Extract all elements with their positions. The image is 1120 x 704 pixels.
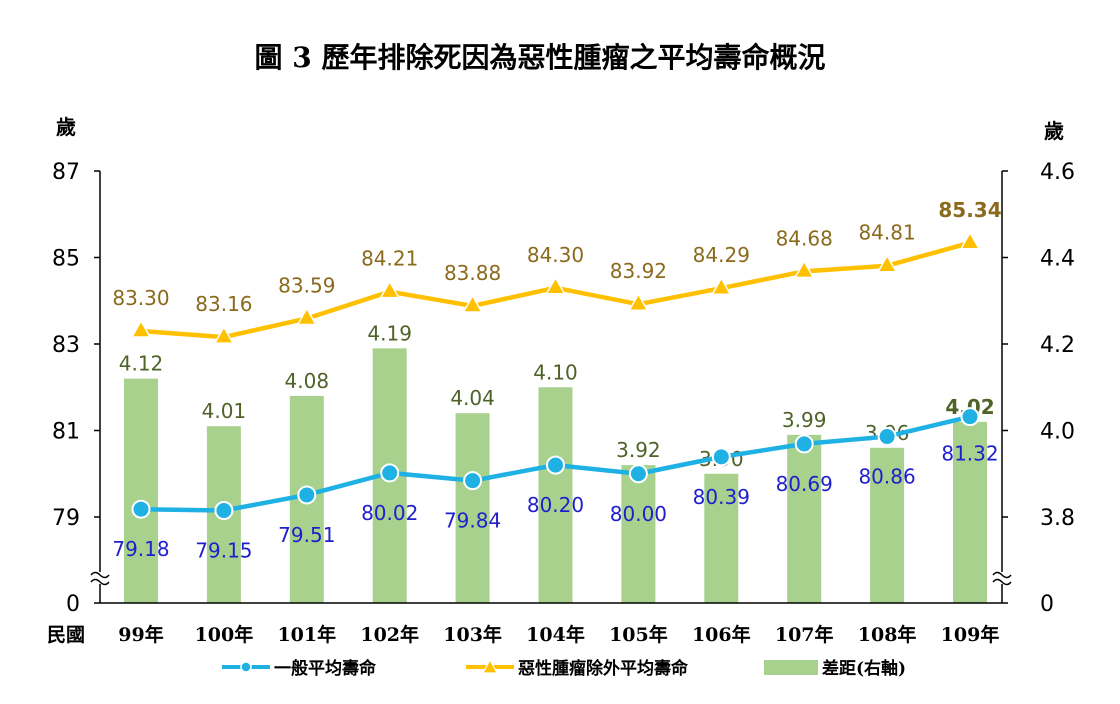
general-label: 79.84 — [444, 509, 501, 533]
x-axis-label: 民國 — [47, 624, 85, 646]
y-right-tick-label: 3.8 — [1040, 506, 1075, 531]
x-tick-label: 104年 — [526, 623, 585, 646]
y-left-tick-label: 81 — [52, 420, 80, 445]
gap-bar — [455, 413, 490, 603]
general-point — [131, 499, 151, 519]
legend-item-general: 一般平均壽命 — [222, 658, 377, 679]
y-left-tick-label: 0 — [66, 592, 80, 617]
gap-bar — [870, 447, 905, 603]
cancer-excluded-point — [959, 231, 981, 250]
cancer-excluded-label: 83.59 — [278, 273, 335, 297]
cancer-excluded-label: 84.21 — [361, 247, 418, 271]
cancer-excluded-point — [379, 280, 400, 299]
general-label: 80.69 — [776, 472, 833, 496]
general-label: 80.20 — [527, 493, 584, 517]
general-point — [628, 464, 648, 484]
y-right-tick-label: 4.4 — [1040, 247, 1075, 272]
cancer-excluded-point — [213, 325, 235, 344]
gap-bar — [538, 387, 573, 603]
cancer-excluded-label: 83.30 — [112, 286, 169, 310]
gap-bar — [621, 465, 656, 603]
general-label: 79.18 — [112, 537, 169, 561]
cancer-excluded-label: 85.34 — [938, 198, 1001, 222]
general-label: 80.00 — [610, 502, 667, 526]
general-point — [297, 485, 317, 505]
y-left-tick-label: 79 — [52, 506, 80, 531]
general-label: 80.02 — [361, 501, 418, 525]
cancer-excluded-label: 84.29 — [693, 243, 750, 267]
y-right-unit: 歲 — [1044, 119, 1064, 143]
gap-bar — [704, 473, 739, 603]
general-label: 81.32 — [941, 442, 998, 466]
general-point — [380, 463, 400, 483]
x-tick-label: 107年 — [775, 623, 834, 646]
cancer-excluded-point — [793, 259, 815, 279]
cancer-excluded-label: 83.16 — [195, 292, 252, 316]
cancer-excluded-label: 84.68 — [776, 226, 833, 250]
general-point — [877, 427, 897, 447]
y-right-tick-label: 4.2 — [1040, 333, 1075, 358]
axis-break-left — [90, 571, 110, 579]
legend-label-general: 一般平均壽命 — [274, 658, 377, 679]
gap-bar-label: 3.92 — [616, 438, 661, 462]
cancer-excluded-point — [876, 254, 898, 273]
x-tick-label: 101年 — [277, 623, 336, 646]
gap-bar-label: 4.10 — [533, 360, 578, 384]
legend-label-gap: 差距(右軸) — [822, 658, 906, 679]
y-right-tick-label: 4.6 — [1040, 160, 1075, 185]
cancer-excluded-point — [462, 294, 483, 313]
chart-title: 圖 3 歷年排除死因為惡性腫瘤之平均壽命概況 — [255, 41, 826, 74]
cancer-excluded-label: 83.88 — [444, 261, 501, 285]
x-tick-label: 105年 — [609, 623, 668, 646]
cancer-excluded-point — [711, 276, 732, 295]
x-tick-label: 100年 — [195, 623, 254, 646]
y-left-tick-label: 83 — [52, 333, 80, 358]
cancer-excluded-label: 84.30 — [527, 243, 584, 267]
general-point — [463, 471, 483, 491]
legend-item-cancer-excluded: 惡性腫瘤除外平均壽命 — [466, 658, 689, 679]
gap-bar-label: 4.12 — [119, 352, 164, 376]
legend: 一般平均壽命 惡性腫瘤除外平均壽命 差距(右軸) — [222, 658, 906, 679]
gap-bar-label: 4.08 — [285, 369, 330, 393]
axis-break-left-2 — [90, 578, 110, 586]
general-point — [794, 434, 814, 454]
cancer-excluded-point — [130, 319, 152, 338]
gap-bar — [953, 421, 987, 603]
y-right-tick-label: 4.0 — [1040, 420, 1075, 445]
y-right-tick-label: 0 — [1040, 592, 1054, 617]
cancer-excluded-label: 83.92 — [610, 259, 667, 283]
gap-bar-label: 4.19 — [367, 321, 412, 345]
general-point — [960, 407, 980, 427]
legend-item-gap: 差距(右軸) — [764, 658, 906, 679]
general-point — [711, 447, 731, 467]
cancer-excluded-point — [296, 306, 318, 326]
general-label: 80.39 — [693, 485, 750, 509]
x-tick-label: 108年 — [858, 623, 917, 646]
cancer-excluded-label: 84.81 — [858, 221, 915, 245]
general-label: 79.51 — [278, 523, 335, 547]
cancer-excluded-point — [628, 292, 649, 311]
y-left-unit: 歲 — [56, 115, 76, 139]
x-tick-label: 99年 — [118, 623, 163, 646]
general-label: 79.15 — [195, 539, 252, 563]
gap-bar-label: 4.04 — [450, 386, 495, 410]
gap-bar — [124, 378, 158, 603]
axis-break-right-2 — [992, 578, 1012, 586]
x-tick-label: 102年 — [360, 623, 419, 646]
general-point — [214, 501, 234, 521]
x-tick-label: 106年 — [692, 623, 751, 646]
gap-bar-label: 3.99 — [782, 408, 827, 432]
y-left-tick-label: 85 — [52, 247, 80, 272]
gap-bar-label: 4.01 — [202, 399, 247, 423]
x-tick-label: 103年 — [443, 623, 502, 646]
legend-label-cancer-excluded: 惡性腫瘤除外平均壽命 — [518, 658, 689, 679]
general-point — [546, 455, 565, 475]
axis-break-right — [992, 571, 1012, 579]
gap-bar — [787, 434, 822, 603]
general-label: 80.86 — [858, 465, 915, 489]
y-left-tick-label: 87 — [52, 160, 80, 185]
x-tick-label: 109年 — [941, 623, 1000, 646]
cancer-excluded-point — [545, 276, 566, 295]
